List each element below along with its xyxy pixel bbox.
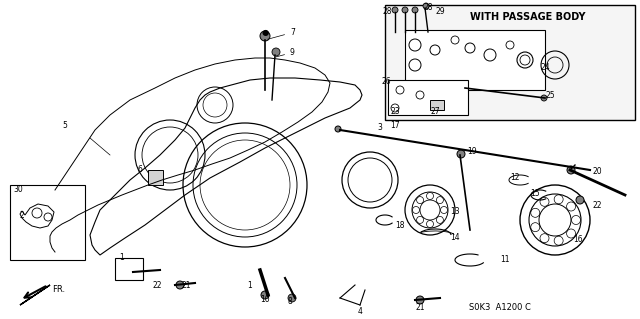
Text: 1: 1 [248, 280, 252, 290]
Circle shape [272, 48, 280, 56]
Text: 13: 13 [450, 207, 460, 217]
Text: 2: 2 [20, 211, 24, 219]
Polygon shape [20, 285, 50, 305]
Circle shape [576, 196, 584, 204]
Text: 11: 11 [500, 256, 509, 264]
Circle shape [261, 291, 269, 299]
Text: S0K3  A1200 C: S0K3 A1200 C [469, 303, 531, 313]
Text: 27: 27 [430, 108, 440, 116]
Bar [385, 5, 635, 120]
Circle shape [288, 294, 296, 302]
Bar [148, 170, 163, 185]
Text: 9: 9 [275, 48, 295, 57]
Bar [10, 185, 85, 260]
Text: 3: 3 [378, 123, 383, 132]
Text: 14: 14 [450, 234, 460, 242]
Text: 18: 18 [396, 220, 404, 229]
Text: FR.: FR. [52, 286, 65, 294]
Text: 28: 28 [382, 8, 392, 17]
Bar [430, 100, 444, 110]
Circle shape [541, 95, 547, 101]
Text: 25: 25 [545, 91, 555, 100]
Text: 6: 6 [138, 166, 143, 174]
Bar [115, 258, 143, 280]
Text: ●: ● [261, 27, 269, 36]
Text: 20: 20 [592, 167, 602, 176]
Circle shape [423, 3, 429, 9]
Text: 8: 8 [287, 298, 292, 307]
Text: 23: 23 [390, 108, 400, 116]
Text: 22: 22 [152, 280, 162, 290]
Circle shape [134, 268, 142, 276]
Circle shape [402, 7, 408, 13]
Text: 16: 16 [573, 235, 583, 244]
Text: 21: 21 [415, 303, 425, 313]
Text: 5: 5 [63, 121, 67, 130]
Text: 17: 17 [390, 121, 400, 130]
Text: 7: 7 [268, 28, 295, 39]
Text: 15: 15 [530, 189, 540, 197]
Text: 21: 21 [182, 280, 191, 290]
Bar [405, 30, 545, 90]
Text: 26: 26 [381, 78, 391, 86]
Text: 19: 19 [467, 147, 477, 157]
Text: 28: 28 [423, 4, 433, 12]
Text: 30: 30 [13, 186, 23, 195]
Bar [388, 80, 468, 115]
Circle shape [567, 166, 575, 174]
Text: 12: 12 [510, 174, 520, 182]
Text: 1: 1 [120, 254, 124, 263]
Circle shape [457, 150, 465, 158]
Text: WITH PASSAGE BODY: WITH PASSAGE BODY [470, 12, 586, 22]
Text: 24: 24 [540, 63, 550, 72]
Text: 10: 10 [260, 295, 270, 305]
Text: 29: 29 [435, 8, 445, 17]
Circle shape [412, 7, 418, 13]
Circle shape [335, 126, 341, 132]
Circle shape [392, 7, 398, 13]
Circle shape [416, 296, 424, 304]
Text: 4: 4 [358, 308, 362, 316]
Circle shape [260, 31, 270, 41]
Text: 22: 22 [592, 201, 602, 210]
Circle shape [176, 281, 184, 289]
